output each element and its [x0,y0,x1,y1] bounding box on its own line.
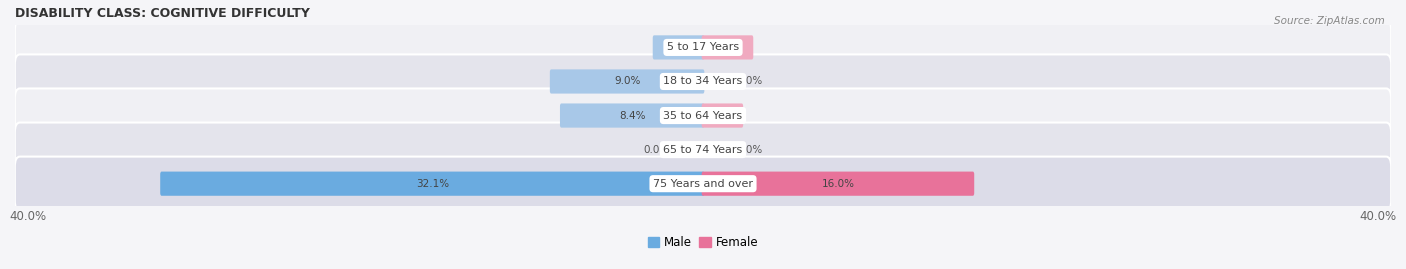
FancyBboxPatch shape [15,157,1391,211]
FancyBboxPatch shape [15,123,1391,177]
Text: 18 to 34 Years: 18 to 34 Years [664,76,742,87]
Text: Source: ZipAtlas.com: Source: ZipAtlas.com [1274,16,1385,26]
FancyBboxPatch shape [15,20,1391,75]
FancyBboxPatch shape [702,104,744,128]
FancyBboxPatch shape [560,104,704,128]
Text: 8.4%: 8.4% [619,111,645,121]
Text: 0.0%: 0.0% [643,145,669,155]
Text: 9.0%: 9.0% [614,76,640,87]
Text: DISABILITY CLASS: COGNITIVE DIFFICULTY: DISABILITY CLASS: COGNITIVE DIFFICULTY [15,7,309,20]
FancyBboxPatch shape [702,172,974,196]
Text: 0.0%: 0.0% [737,145,763,155]
FancyBboxPatch shape [160,172,704,196]
Text: 75 Years and over: 75 Years and over [652,179,754,189]
FancyBboxPatch shape [15,89,1391,143]
Text: 5 to 17 Years: 5 to 17 Years [666,43,740,52]
Text: 16.0%: 16.0% [821,179,855,189]
Legend: Male, Female: Male, Female [643,232,763,254]
Text: 0.0%: 0.0% [737,76,763,87]
FancyBboxPatch shape [15,54,1391,109]
FancyBboxPatch shape [652,35,704,59]
Text: 2.3%: 2.3% [709,111,735,121]
Text: 32.1%: 32.1% [416,179,449,189]
Text: 65 to 74 Years: 65 to 74 Years [664,145,742,155]
Text: 2.9%: 2.9% [714,43,741,52]
FancyBboxPatch shape [550,69,704,94]
FancyBboxPatch shape [702,35,754,59]
Text: 35 to 64 Years: 35 to 64 Years [664,111,742,121]
Text: 2.9%: 2.9% [665,43,692,52]
